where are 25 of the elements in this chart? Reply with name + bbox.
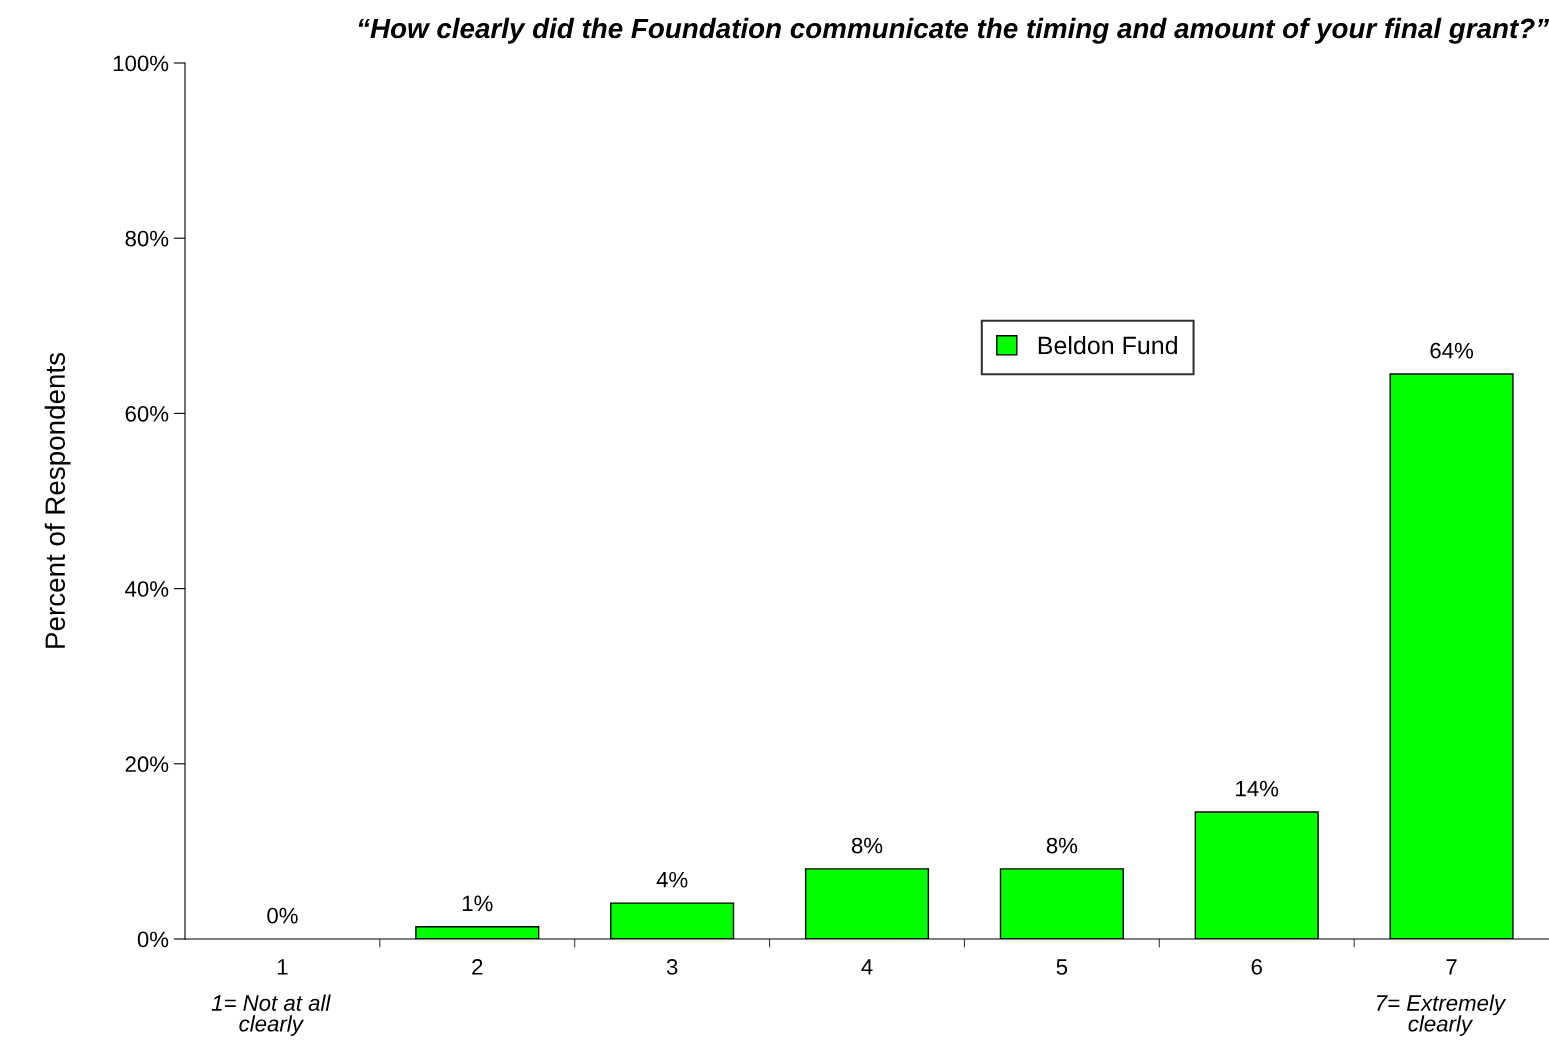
y-tick-label: 0% [137, 931, 169, 948]
x-tick-label: 7 [1446, 959, 1457, 975]
x-tick-label: 3 [666, 959, 678, 975]
y-tick-label: 40% [125, 581, 169, 597]
chart-title: “How clearly did the Foundation communicate the timing and amount of your final grant?” [358, 17, 1549, 44]
x-tick-label: 2 [472, 959, 483, 975]
x-tick-label: 6 [1251, 959, 1262, 975]
y-axis-title: Percent of Respondents [44, 352, 71, 648]
text: 7= Extremely clearly [1377, 994, 1507, 1036]
data-label: 8% [851, 837, 883, 854]
y-tick-label: 80% [125, 230, 169, 247]
y-tick-label: 100% [113, 55, 169, 72]
text: 1= Not at all clearly [211, 994, 331, 1036]
x-tick-label: 1 [277, 959, 288, 975]
data-label: 14% [1236, 780, 1279, 797]
y-tick-label: 60% [125, 405, 169, 422]
data-label: 4% [656, 871, 688, 888]
data-label: 8% [1046, 837, 1078, 854]
data-label: 1% [462, 895, 493, 912]
legend-label: Beldon Fund [1038, 335, 1177, 355]
data-label: 64% [1430, 342, 1474, 359]
x-tick-label: 5 [1056, 959, 1068, 975]
data-label: 0% [267, 907, 298, 924]
y-tick-label: 20% [125, 756, 169, 773]
x-tick-label: 4 [861, 959, 873, 975]
